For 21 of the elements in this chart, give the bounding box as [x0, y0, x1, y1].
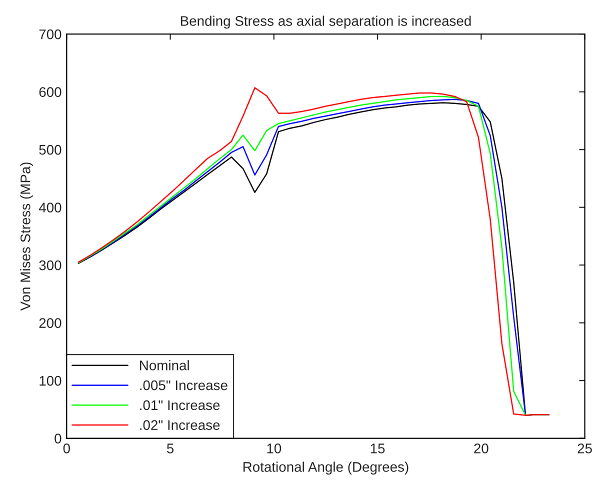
y-tick-label: 0: [54, 434, 62, 444]
legend-label: .005" Increase: [140, 380, 228, 390]
x-tick-label: 5: [166, 444, 174, 454]
y-tick-label: 300: [39, 260, 62, 270]
y-tick-label: 100: [40, 376, 62, 386]
x-tick-label: 0: [63, 444, 70, 454]
y-tick-label: 600: [39, 87, 62, 98]
y-tick-label: 200: [39, 318, 62, 328]
chart-title: Bending Stress as axial separation is increased: [180, 16, 471, 29]
x-axis-title: Rotational Angle (Degrees): [243, 462, 408, 475]
legend-label: .01" Increase: [140, 400, 220, 410]
x-tick-label: 10: [267, 444, 282, 454]
y-tick-label: 700: [39, 29, 62, 40]
x-tick-label: 25: [578, 444, 592, 454]
x-tick-label: 20: [474, 444, 488, 454]
y-tick-label: 500: [39, 144, 62, 155]
y-tick-label: 400: [38, 202, 62, 212]
legend-label: .02" Increase: [140, 420, 220, 430]
x-tick-label: 15: [370, 444, 385, 454]
y-axis-title: Von Mises Stress (MPa): [20, 162, 34, 311]
legend-label: Nominal: [140, 360, 189, 370]
